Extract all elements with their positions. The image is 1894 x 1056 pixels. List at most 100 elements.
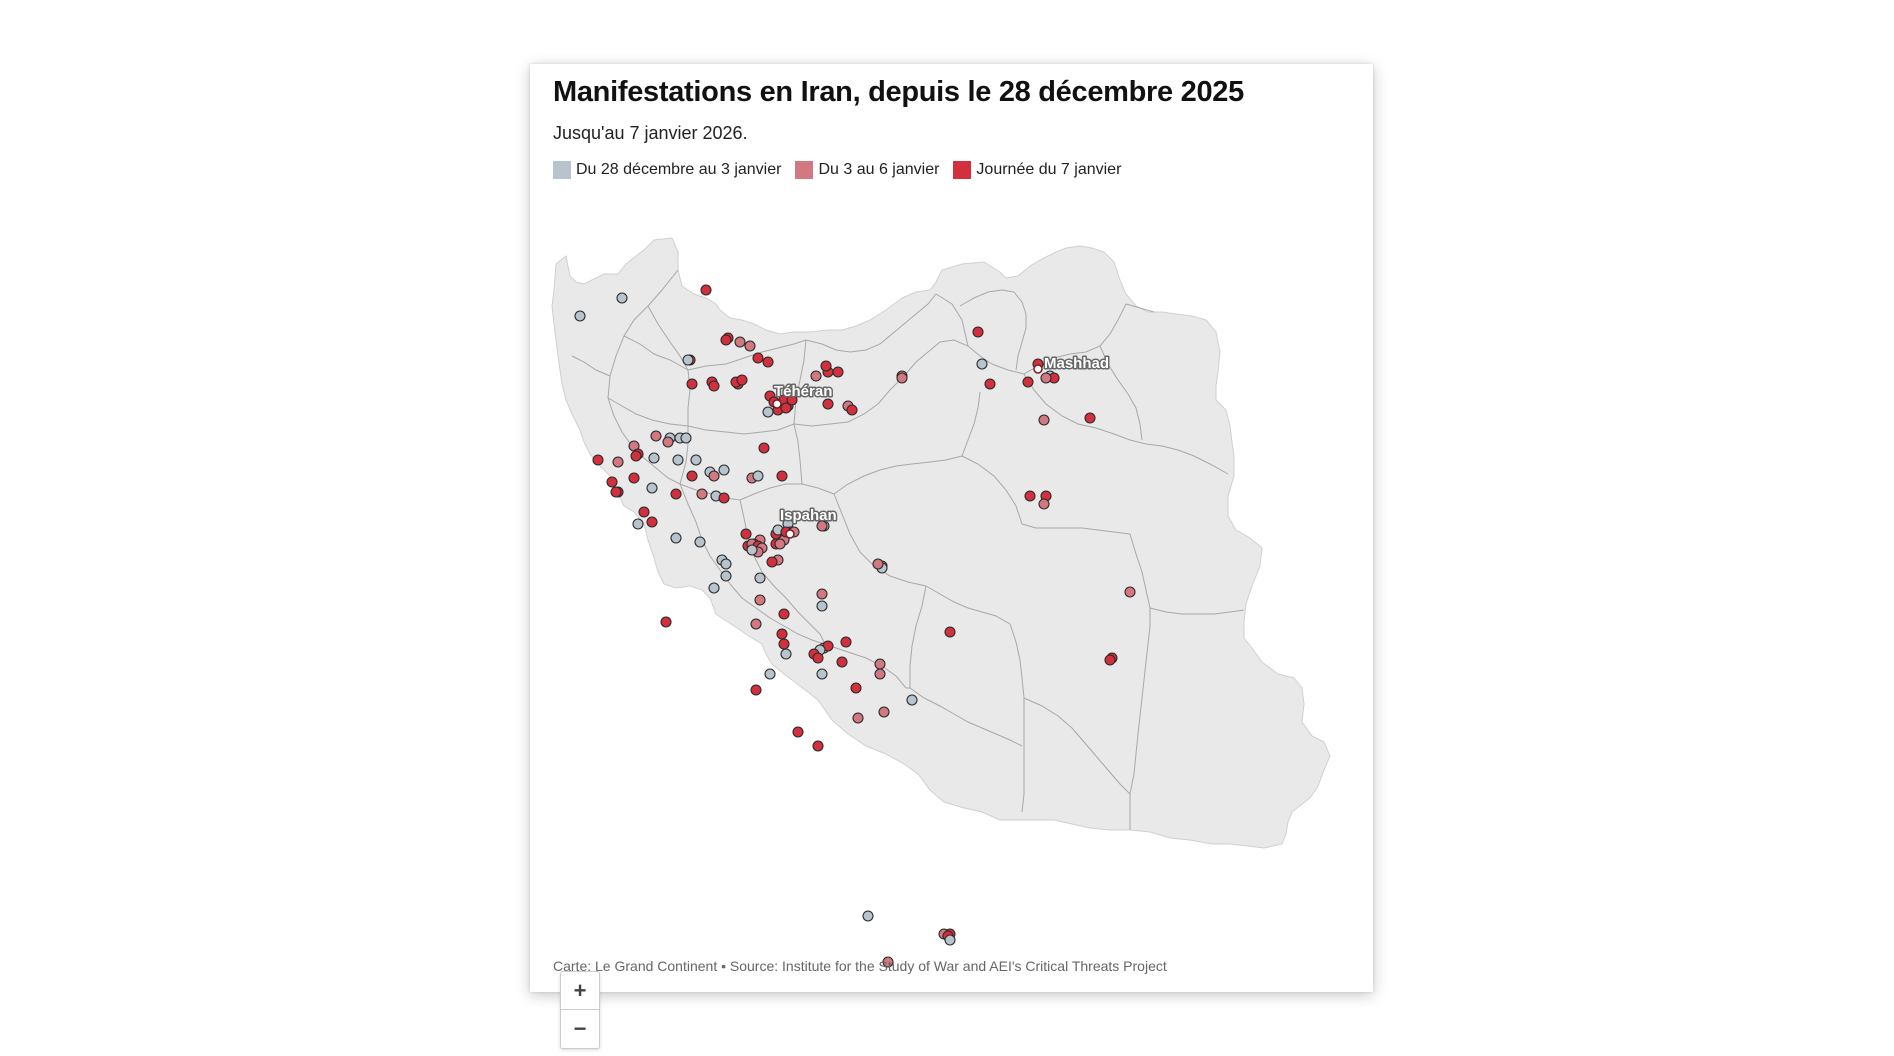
protest-point[interactable] bbox=[846, 404, 858, 416]
protest-point[interactable] bbox=[646, 482, 658, 494]
protest-point[interactable] bbox=[574, 310, 586, 322]
protest-point[interactable] bbox=[816, 588, 828, 600]
protest-point[interactable] bbox=[762, 406, 774, 418]
protest-point[interactable] bbox=[786, 394, 798, 406]
protest-point[interactable] bbox=[650, 430, 662, 442]
city-marker-mashhad[interactable] bbox=[1033, 364, 1043, 374]
protest-point[interactable] bbox=[810, 370, 822, 382]
city-marker-teheran[interactable] bbox=[772, 399, 782, 409]
protest-point[interactable] bbox=[718, 492, 730, 504]
protest-point[interactable] bbox=[792, 726, 804, 738]
protest-point[interactable] bbox=[750, 684, 762, 696]
protest-point[interactable] bbox=[606, 476, 618, 488]
protest-point[interactable] bbox=[816, 668, 828, 680]
protest-point[interactable] bbox=[778, 638, 790, 650]
protest-point[interactable] bbox=[780, 648, 792, 660]
protest-point[interactable] bbox=[972, 326, 984, 338]
protest-point[interactable] bbox=[696, 488, 708, 500]
protest-point[interactable] bbox=[720, 558, 732, 570]
protest-point[interactable] bbox=[752, 352, 764, 364]
protest-point[interactable] bbox=[754, 594, 766, 606]
protest-point[interactable] bbox=[832, 366, 844, 378]
protest-point[interactable] bbox=[874, 658, 886, 670]
protest-point[interactable] bbox=[672, 454, 684, 466]
protest-point[interactable] bbox=[1022, 376, 1034, 388]
protest-point[interactable] bbox=[984, 378, 996, 390]
protest-point[interactable] bbox=[944, 934, 956, 946]
protest-point[interactable] bbox=[686, 470, 698, 482]
protest-point[interactable] bbox=[812, 652, 824, 664]
protest-point[interactable] bbox=[734, 336, 746, 348]
zoom-in-button[interactable]: + bbox=[573, 977, 587, 1003]
protest-point[interactable] bbox=[758, 442, 770, 454]
protest-point[interactable] bbox=[708, 582, 720, 594]
protest-point[interactable] bbox=[616, 292, 628, 304]
protest-point[interactable] bbox=[1104, 654, 1116, 666]
protest-point[interactable] bbox=[778, 608, 790, 620]
protest-point[interactable] bbox=[700, 284, 712, 296]
protest-point[interactable] bbox=[694, 536, 706, 548]
protest-point[interactable] bbox=[682, 354, 694, 366]
protest-point[interactable] bbox=[764, 668, 776, 680]
protest-points[interactable] bbox=[574, 284, 1136, 968]
protest-point[interactable] bbox=[774, 538, 786, 550]
city-marker-ispahan[interactable] bbox=[785, 529, 795, 539]
protest-point[interactable] bbox=[976, 358, 988, 370]
protest-point[interactable] bbox=[1124, 586, 1136, 598]
protest-point[interactable] bbox=[708, 470, 720, 482]
protest-point[interactable] bbox=[662, 436, 674, 448]
protest-point[interactable] bbox=[776, 470, 788, 482]
protest-point[interactable] bbox=[852, 712, 864, 724]
protest-point[interactable] bbox=[850, 682, 862, 694]
protest-point[interactable] bbox=[1040, 372, 1052, 384]
protest-point[interactable] bbox=[708, 380, 720, 392]
protest-point[interactable] bbox=[628, 472, 640, 484]
protest-point[interactable] bbox=[896, 372, 908, 384]
map-area[interactable]: Téhéran Mashhad Ispahan + − bbox=[530, 194, 1373, 1049]
protest-point[interactable] bbox=[762, 356, 774, 368]
protest-point[interactable] bbox=[776, 628, 788, 640]
protest-point[interactable] bbox=[754, 572, 766, 584]
protest-point[interactable] bbox=[840, 636, 852, 648]
protest-point[interactable] bbox=[874, 668, 886, 680]
protest-point[interactable] bbox=[816, 520, 828, 532]
iran-map[interactable]: Téhéran Mashhad Ispahan bbox=[530, 194, 1373, 1014]
protest-point[interactable] bbox=[744, 340, 756, 352]
protest-point[interactable] bbox=[766, 556, 778, 568]
protest-point[interactable] bbox=[812, 740, 824, 752]
protest-point[interactable] bbox=[1038, 414, 1050, 426]
protest-point[interactable] bbox=[638, 506, 650, 518]
protest-point[interactable] bbox=[872, 558, 884, 570]
protest-point[interactable] bbox=[690, 454, 702, 466]
protest-point[interactable] bbox=[878, 706, 890, 718]
protest-point[interactable] bbox=[720, 334, 732, 346]
protest-point[interactable] bbox=[648, 452, 660, 464]
protest-point[interactable] bbox=[780, 402, 792, 414]
protest-point[interactable] bbox=[882, 956, 894, 968]
protest-point[interactable] bbox=[670, 488, 682, 500]
protest-point[interactable] bbox=[612, 456, 624, 468]
protest-point[interactable] bbox=[944, 626, 956, 638]
protest-point[interactable] bbox=[906, 694, 918, 706]
protest-point[interactable] bbox=[1024, 490, 1036, 502]
protest-point[interactable] bbox=[1084, 412, 1096, 424]
protest-point[interactable] bbox=[670, 532, 682, 544]
protest-point[interactable] bbox=[1038, 498, 1050, 510]
protest-point[interactable] bbox=[686, 378, 698, 390]
protest-point[interactable] bbox=[630, 450, 642, 462]
protest-point[interactable] bbox=[836, 656, 848, 668]
protest-point[interactable] bbox=[862, 910, 874, 922]
protest-point[interactable] bbox=[740, 528, 752, 540]
protest-point[interactable] bbox=[752, 470, 764, 482]
protest-point[interactable] bbox=[632, 518, 644, 530]
protest-point[interactable] bbox=[822, 398, 834, 410]
protest-point[interactable] bbox=[718, 464, 730, 476]
protest-point[interactable] bbox=[746, 544, 758, 556]
zoom-out-button[interactable]: − bbox=[561, 1009, 599, 1047]
protest-point[interactable] bbox=[720, 570, 732, 582]
protest-point[interactable] bbox=[736, 374, 748, 386]
protest-point[interactable] bbox=[820, 360, 832, 372]
protest-point[interactable] bbox=[646, 516, 658, 528]
protest-point[interactable] bbox=[610, 486, 622, 498]
protest-point[interactable] bbox=[680, 432, 692, 444]
